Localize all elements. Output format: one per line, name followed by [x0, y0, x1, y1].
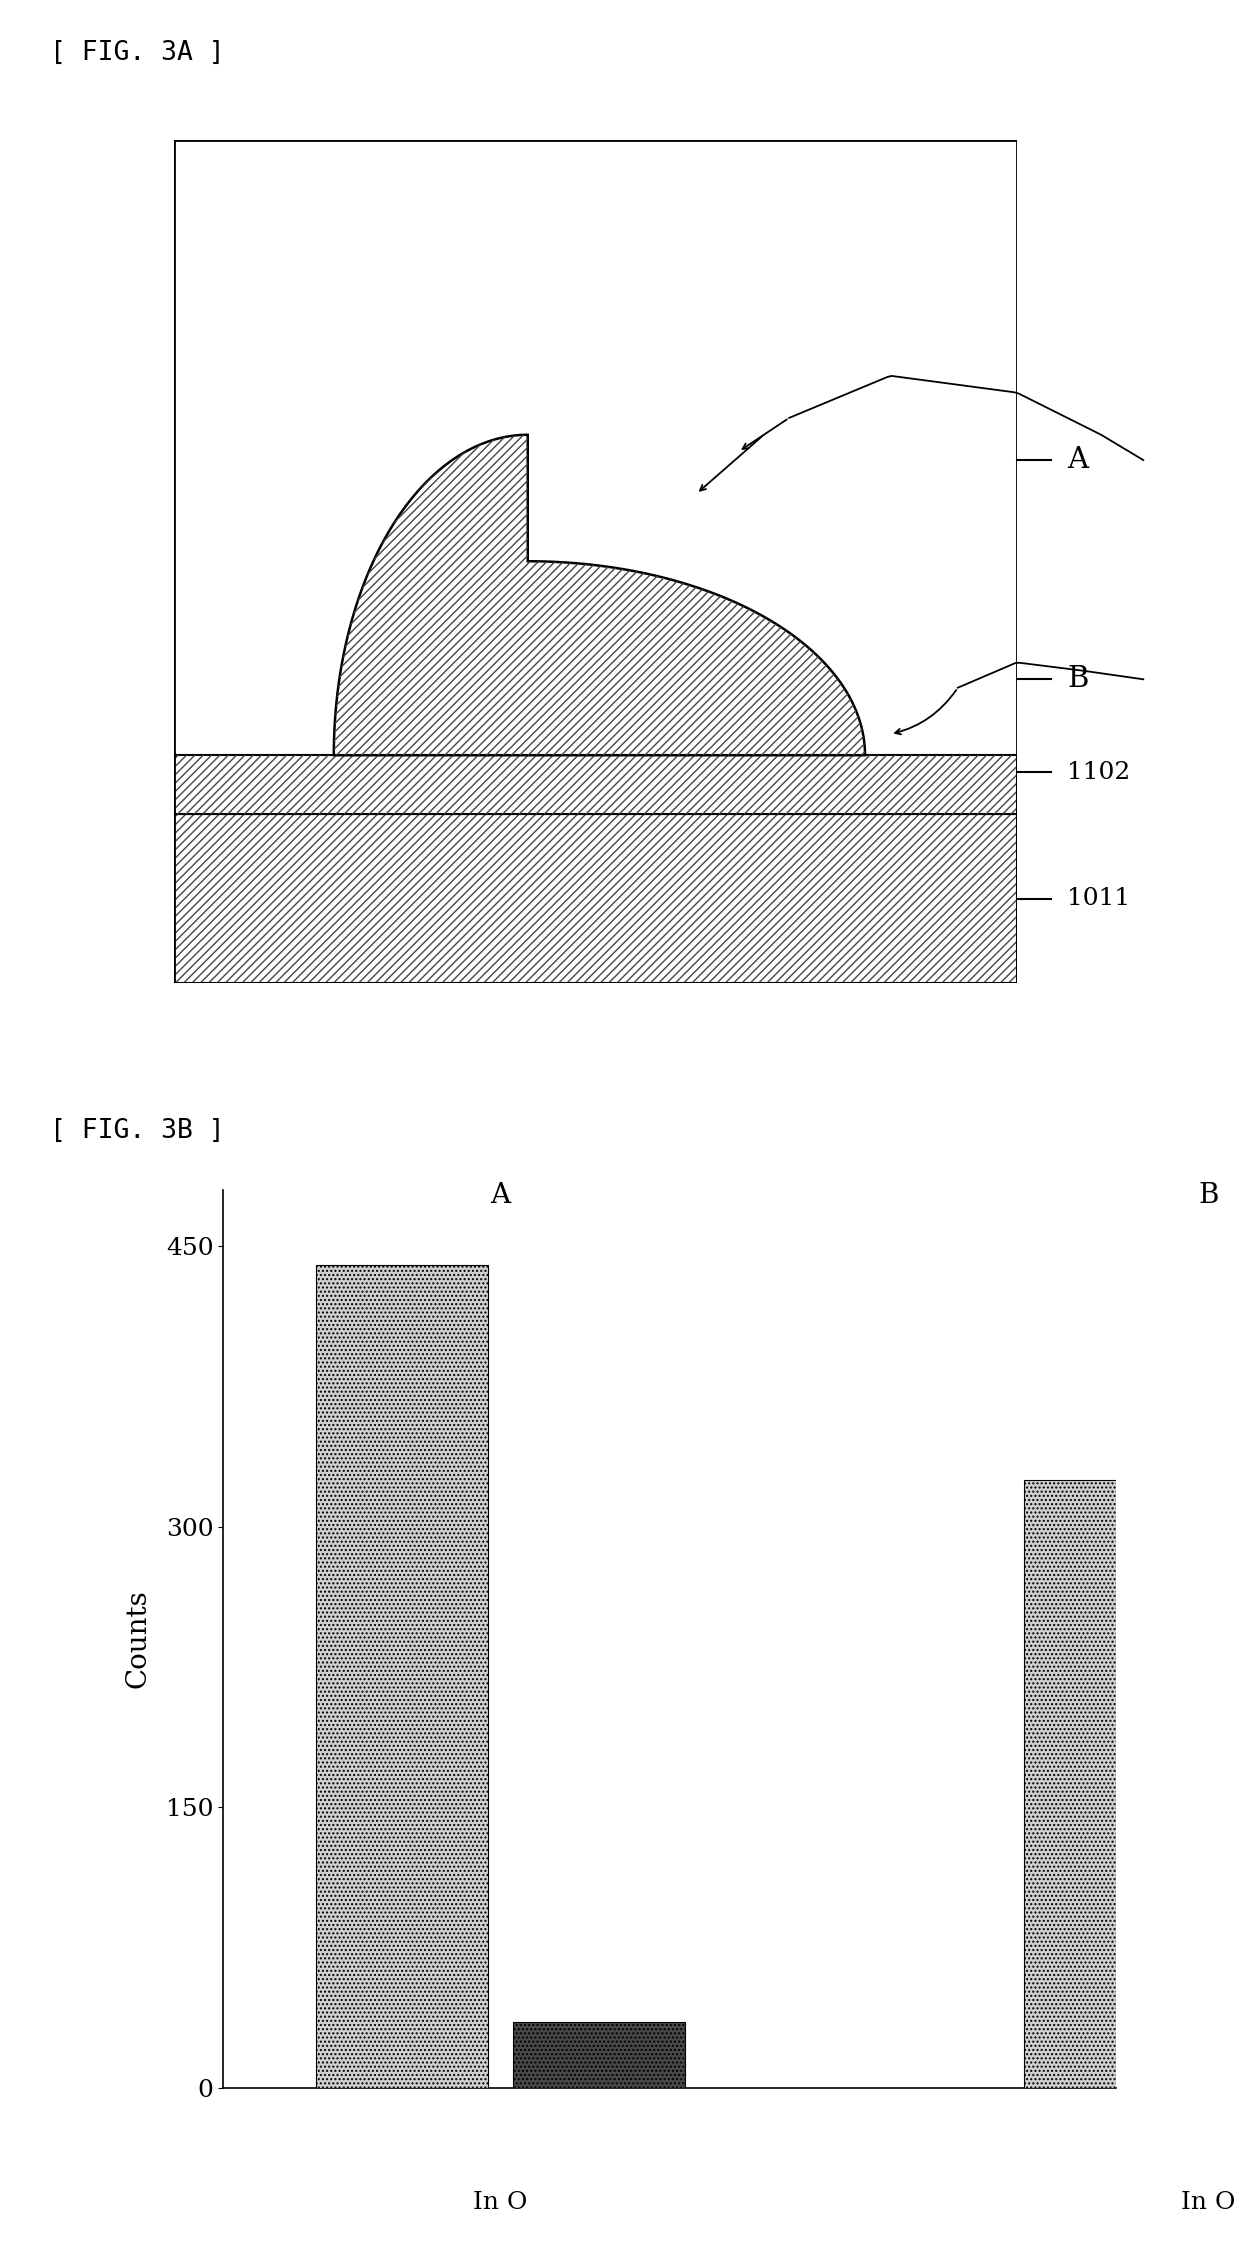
Bar [1024, 1479, 1197, 2088]
Bar [1220, 1592, 1240, 2088]
Text: [ FIG. 3B ]: [ FIG. 3B ] [50, 1118, 224, 1145]
Text: In O: In O [474, 2191, 527, 2214]
Text: A: A [490, 1181, 511, 1208]
Bar [512, 2023, 684, 2088]
Bar [174, 815, 1017, 983]
Bar [174, 754, 1017, 815]
Bar [315, 1264, 489, 2088]
Text: In O: In O [1182, 2191, 1235, 2214]
Text: B: B [1068, 665, 1089, 694]
Text: 1011: 1011 [1068, 887, 1131, 909]
Bar [174, 754, 1017, 815]
Y-axis label: Counts: Counts [125, 1589, 153, 1688]
Bar [174, 815, 1017, 983]
Text: 1102: 1102 [1068, 761, 1131, 784]
Text: B: B [1198, 1181, 1219, 1208]
Polygon shape [334, 436, 866, 754]
Text: [ FIG. 3A ]: [ FIG. 3A ] [50, 40, 224, 67]
Text: A: A [1068, 447, 1089, 474]
